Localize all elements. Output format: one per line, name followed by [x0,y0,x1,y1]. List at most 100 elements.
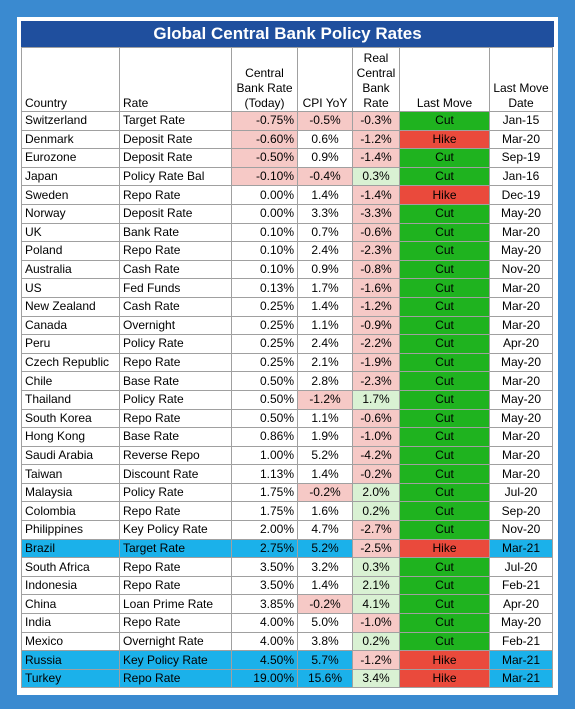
table-row: Hong Kong Base Rate 0.86% 1.9% -1.0% Cut Mar-2… [21,427,553,447]
cpi-yoy: 2.8% [297,371,353,391]
last-move-date: Sep-19 [489,148,553,168]
country: Poland [21,241,120,261]
table-row: Colombia Repo Rate 1.75% 1.6% 0.2% Cut Sep-20 [21,501,553,522]
table-row: China Loan Prime Rate 3.85% -0.2% 4.1% Cut Apr… [21,594,553,615]
rate-name: Policy Rate [119,334,232,354]
real-rate: 1.7% [352,389,400,410]
rate-name: Fed Funds [119,278,232,298]
table-row: Saudi Arabia Reverse Repo 1.00% 5.2% -4.2% Cu… [21,445,553,466]
table-row: US Fed Funds 0.13% 1.7% -1.6% Cut Mar-20 [21,278,553,298]
real-rate: -1.2% [352,650,400,670]
table-row: New Zealand Cash Rate 0.25% 1.4% -1.2% Cut Mar… [21,296,553,317]
column-header: Last Move Date [489,47,553,112]
country: Norway [21,203,120,224]
cpi-yoy: 0.9% [297,259,353,280]
rate-name: Key Policy Rate [119,650,232,670]
table-row: Sweden Repo Rate 0.00% 1.4% -1.4% Hike Dec-19 [21,185,553,205]
table-row: Poland Repo Rate 0.10% 2.4% -2.3% Cut May-20 [21,241,553,261]
rate-name: Overnight [119,315,232,336]
last-move: Cut [399,594,490,615]
country: Sweden [21,185,120,205]
cpi-yoy: -0.5% [297,111,353,131]
last-move: Cut [399,445,490,466]
country: US [21,278,120,298]
last-move-date: Jul-20 [489,482,553,503]
column-header: Real Central Bank Rate [352,47,400,112]
last-move-date: Mar-20 [489,371,553,391]
last-move-date: Mar-21 [489,668,553,689]
last-move: Cut [399,575,490,596]
real-rate: 0.3% [352,557,400,577]
real-rate: -0.6% [352,222,400,243]
last-move: Cut [399,296,490,317]
rate-name: Cash Rate [119,259,232,280]
header-row: Country Rate Central Bank Rate (Today) CPI … [21,47,553,112]
rate-name: Deposit Rate [119,203,232,224]
last-move: Hike [399,650,490,670]
cpi-yoy: 5.0% [297,613,353,633]
real-rate: -2.5% [352,538,400,559]
cpi-yoy: 1.4% [297,296,353,317]
last-move-date: Mar-21 [489,538,553,559]
real-rate: 0.2% [352,501,400,522]
rates-table: Country Rate Central Bank Rate (Today) CPI … [21,47,553,689]
country: Canada [21,315,120,336]
table-row: Mexico Overnight Rate 4.00% 3.8% 0.2% Cut Feb-… [21,631,553,652]
table-row: Canada Overnight 0.25% 1.1% -0.9% Cut Mar-20 [21,315,553,336]
last-move-date: Jan-15 [489,111,553,131]
policy-rate: 1.13% [231,464,298,484]
policy-rate: -0.10% [231,166,298,187]
panel: Global Central Bank Policy Rates Country… [17,17,558,695]
cpi-yoy: 5.7% [297,650,353,670]
rate-name: Loan Prime Rate [119,594,232,615]
cpi-yoy: 2.1% [297,352,353,373]
policy-rate: 1.75% [231,482,298,503]
table-row: Switzerland Target Rate -0.75% -0.5% -0.3% Cu… [21,111,553,131]
rate-name: Repo Rate [119,501,232,522]
last-move: Cut [399,334,490,354]
cpi-yoy: 4.7% [297,520,353,540]
real-rate: -1.6% [352,278,400,298]
policy-rate: 3.50% [231,557,298,577]
rate-name: Repo Rate [119,241,232,261]
last-move-date: Nov-20 [489,520,553,540]
country: Czech Republic [21,352,120,373]
last-move: Cut [399,427,490,447]
country: Colombia [21,501,120,522]
real-rate: -1.4% [352,148,400,168]
last-move-date: Feb-21 [489,631,553,652]
real-rate: 0.3% [352,166,400,187]
table-row: Malaysia Policy Rate 1.75% -0.2% 2.0% Cut Jul-… [21,482,553,503]
real-rate: -1.9% [352,352,400,373]
policy-rate: 0.00% [231,185,298,205]
country: South Africa [21,557,120,577]
cpi-yoy: -0.2% [297,482,353,503]
real-rate: -1.2% [352,129,400,150]
country: Philippines [21,520,120,540]
last-move-date: Mar-20 [489,464,553,484]
real-rate: 4.1% [352,594,400,615]
policy-rate: 0.25% [231,334,298,354]
cpi-yoy: 1.4% [297,464,353,484]
last-move-date: Mar-20 [489,315,553,336]
last-move: Cut [399,408,490,429]
country: South Korea [21,408,120,429]
policy-rate: 0.10% [231,241,298,261]
rate-name: Target Rate [119,538,232,559]
title: Global Central Bank Policy Rates [21,21,554,47]
last-move: Hike [399,185,490,205]
cpi-yoy: 1.6% [297,501,353,522]
policy-rate: 4.00% [231,631,298,652]
rate-name: Policy Rate [119,482,232,503]
real-rate: 0.2% [352,631,400,652]
table-row: Denmark Deposit Rate -0.60% 0.6% -1.2% Hike Ma… [21,129,553,150]
real-rate: -3.3% [352,203,400,224]
real-rate: 2.0% [352,482,400,503]
column-header: Central Bank Rate (Today) [231,47,298,112]
country: India [21,613,120,633]
last-move: Cut [399,241,490,261]
last-move-date: Sep-20 [489,501,553,522]
cpi-yoy: -0.4% [297,166,353,187]
last-move: Cut [399,148,490,168]
